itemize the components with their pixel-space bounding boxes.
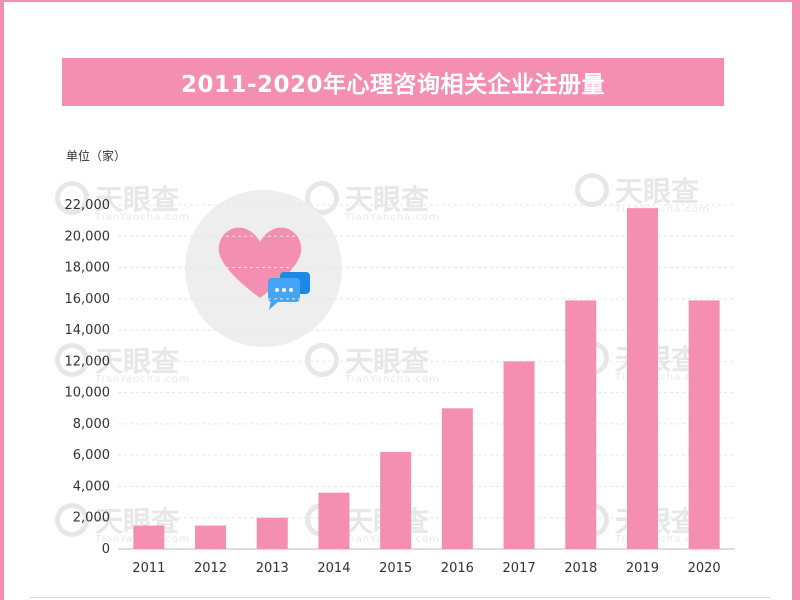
bar bbox=[688, 300, 720, 549]
heart-chat-graphic bbox=[218, 227, 310, 310]
chart-title: 2011-2020年心理咨询相关企业注册量 bbox=[62, 58, 724, 106]
y-tick-label: 14,000 bbox=[65, 323, 111, 338]
bar bbox=[441, 408, 473, 549]
y-tick-label: 8,000 bbox=[73, 417, 110, 432]
bar bbox=[503, 361, 535, 549]
y-tick-label: 4,000 bbox=[73, 479, 110, 494]
y-tick-label: 10,000 bbox=[65, 386, 111, 401]
x-tick-label: 2020 bbox=[688, 561, 721, 576]
x-tick-label: 2017 bbox=[503, 561, 536, 576]
x-tick-label: 2015 bbox=[379, 561, 412, 576]
chat-bubble-icon bbox=[268, 272, 310, 310]
y-tick-label: 22,000 bbox=[65, 198, 111, 213]
x-tick-label: 2012 bbox=[194, 561, 227, 576]
x-tick-label: 2016 bbox=[441, 561, 474, 576]
x-tick-label: 2014 bbox=[317, 561, 350, 576]
y-axis-unit-label: 单位（家） bbox=[66, 149, 127, 163]
x-tick-label: 2018 bbox=[564, 561, 597, 576]
y-tick-label: 2,000 bbox=[73, 511, 110, 526]
bar bbox=[133, 525, 165, 549]
y-tick-label: 20,000 bbox=[65, 229, 111, 244]
x-tick-label: 2011 bbox=[132, 561, 165, 576]
bar bbox=[318, 492, 350, 549]
y-tick-label: 18,000 bbox=[65, 261, 111, 276]
y-tick-label: 0 bbox=[102, 542, 110, 557]
bar bbox=[565, 300, 597, 549]
x-tick-label: 2013 bbox=[256, 561, 289, 576]
decorative-icon-circle bbox=[185, 190, 342, 347]
bar bbox=[626, 208, 658, 550]
x-tick-label: 2019 bbox=[626, 561, 659, 576]
bar bbox=[195, 525, 227, 549]
bar bbox=[380, 452, 412, 549]
bottom-divider bbox=[30, 597, 770, 598]
y-tick-label: 16,000 bbox=[65, 292, 111, 307]
bar bbox=[256, 517, 288, 549]
y-tick-label: 12,000 bbox=[65, 354, 111, 369]
y-tick-label: 6,000 bbox=[73, 448, 110, 463]
